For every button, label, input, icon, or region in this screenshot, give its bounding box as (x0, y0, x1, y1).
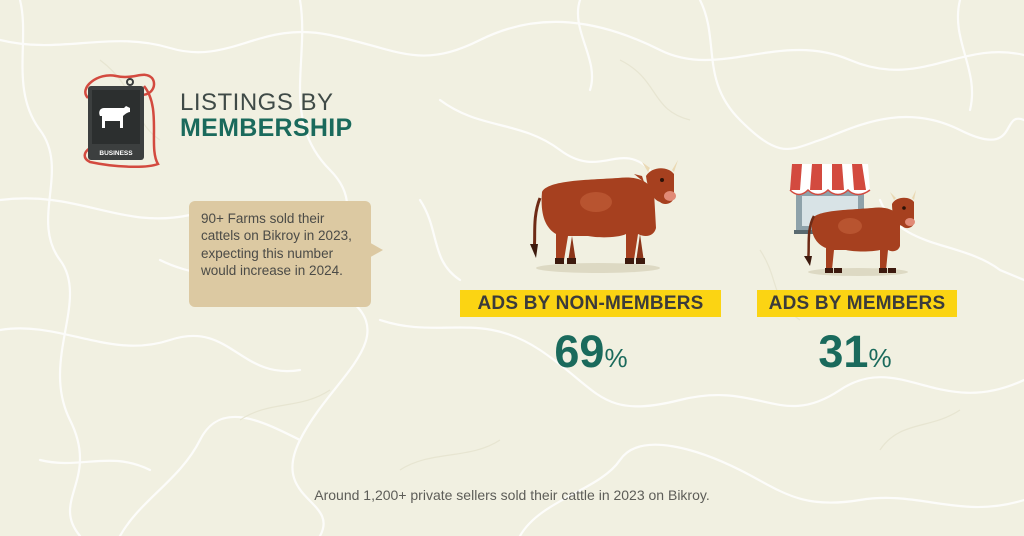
non-members-unit: % (604, 343, 628, 373)
members-unit: % (868, 343, 892, 373)
members-percent: 31% (810, 326, 900, 378)
members-value: 31 (818, 326, 869, 377)
non-members-label: ADS BY NON-MEMBERS (460, 290, 721, 317)
note-text: 90+ Farms sold their cattels on Bikroy i… (201, 211, 352, 278)
page-title: LISTINGS BY MEMBERSHIP (180, 89, 353, 143)
logo-tag-text: BUSINESS (99, 150, 133, 157)
note-bubble: 90+ Farms sold their cattels on Bikroy i… (189, 201, 371, 307)
footnote: Around 1,200+ private sellers sold their… (314, 487, 710, 503)
non-members-value: 69 (554, 326, 605, 377)
shop-and-cow-icon (789, 164, 916, 276)
members-label: ADS BY MEMBERS (757, 290, 957, 317)
cow-icon (530, 160, 678, 273)
title-line2: MEMBERSHIP (180, 114, 353, 143)
note-bubble-tail (367, 241, 383, 259)
title-line1: LISTINGS BY (180, 89, 334, 116)
business-cow-logo-icon: BUSINESS (83, 73, 160, 169)
non-members-percent: 69% (541, 326, 641, 378)
